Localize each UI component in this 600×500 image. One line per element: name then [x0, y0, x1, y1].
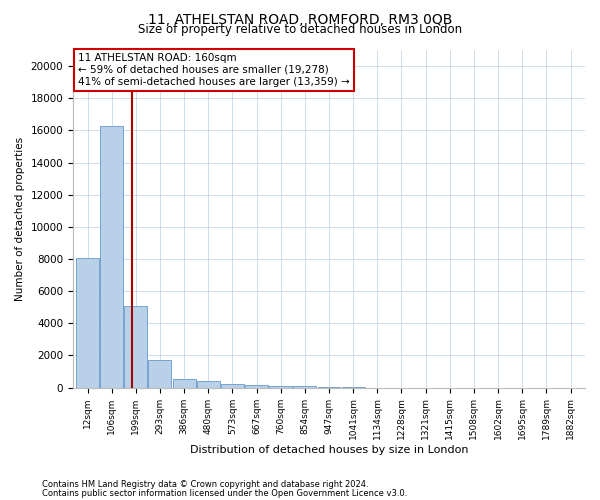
Bar [173, 379, 196, 388]
X-axis label: Distribution of detached houses by size in London: Distribution of detached houses by size … [190, 445, 468, 455]
Text: 11, ATHELSTAN ROAD, ROMFORD, RM3 0QB: 11, ATHELSTAN ROAD, ROMFORD, RM3 0QB [148, 12, 452, 26]
Text: Size of property relative to detached houses in London: Size of property relative to detached ho… [138, 22, 462, 36]
Bar [148, 360, 172, 388]
Text: Contains HM Land Registry data © Crown copyright and database right 2024.: Contains HM Land Registry data © Crown c… [42, 480, 368, 489]
Bar [221, 384, 244, 388]
Bar [76, 258, 99, 388]
Text: 11 ATHELSTAN ROAD: 160sqm
← 59% of detached houses are smaller (19,278)
41% of s: 11 ATHELSTAN ROAD: 160sqm ← 59% of detac… [78, 54, 350, 86]
Bar [293, 386, 316, 388]
Bar [197, 382, 220, 388]
Bar [269, 386, 292, 388]
Bar [100, 126, 123, 388]
Text: Contains public sector information licensed under the Open Government Licence v3: Contains public sector information licen… [42, 488, 407, 498]
Bar [245, 385, 268, 388]
Bar [124, 306, 147, 388]
Y-axis label: Number of detached properties: Number of detached properties [15, 136, 25, 301]
